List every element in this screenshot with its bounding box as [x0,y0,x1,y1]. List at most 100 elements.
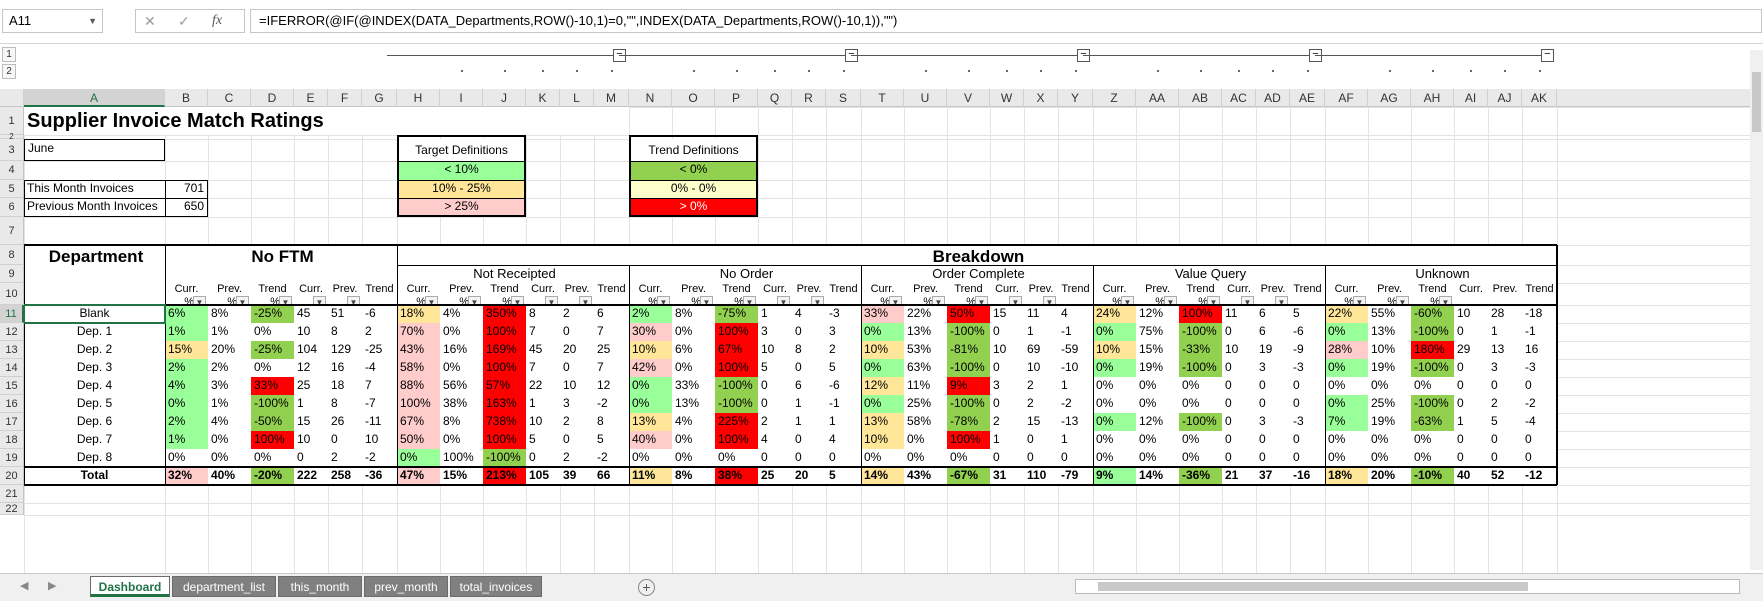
tab-department-list[interactable]: department_list [172,576,276,597]
data-cell: 100% [483,431,526,449]
column-header-s[interactable]: S [826,89,861,107]
subheader-label: Trend [1293,283,1322,295]
data-cell: 15% [165,341,208,359]
row-header-11[interactable]: 11 [0,305,24,323]
column-header-f[interactable]: F [328,89,362,107]
column-header-w[interactable]: W [990,89,1024,107]
column-header-x[interactable]: X [1024,89,1058,107]
row-header-12[interactable]: 12 [0,323,24,341]
subheader-cell: Prev.% ▼ [1368,283,1411,309]
name-box[interactable]: A11 ▼ [2,9,103,33]
horizontal-scroll-thumb[interactable] [1098,582,1528,591]
column-header-o[interactable]: O [672,89,715,107]
tab-prev-month[interactable]: prev_month [364,576,448,597]
group-header-value-query: Value Query [1174,266,1247,281]
row-header-17[interactable]: 17 [0,413,24,431]
row-header-13[interactable]: 13 [0,341,24,359]
column-header-ad[interactable]: AD [1256,89,1290,107]
row-header-7[interactable]: 7 [0,217,24,245]
row-header-5[interactable]: 5 [0,180,24,198]
cancel-icon[interactable]: ✕ [144,13,156,29]
outline-level-1-button[interactable]: 1 [2,47,16,62]
column-header-af[interactable]: AF [1325,89,1368,107]
column-header-u[interactable]: U [904,89,947,107]
data-cell: 0% [861,449,904,467]
column-header-q[interactable]: Q [758,89,792,107]
column-header-m[interactable]: M [594,89,629,107]
column-header-g[interactable]: G [362,89,397,107]
row-header-21[interactable]: 21 [0,485,24,503]
column-header-c[interactable]: C [208,89,251,107]
vertical-scroll-thumb[interactable] [1752,72,1761,132]
row-header-2[interactable]: 2 [0,133,24,141]
column-header-i[interactable]: I [440,89,483,107]
subheader-unit: % [1430,296,1440,308]
column-header-ac[interactable]: AC [1222,89,1256,107]
column-header-ak[interactable]: AK [1522,89,1557,107]
column-header-j[interactable]: J [483,89,526,107]
tab-total-invoices[interactable]: total_invoices [450,576,542,597]
row-header-22[interactable]: 22 [0,503,24,515]
column-header-ab[interactable]: AB [1179,89,1222,107]
column-header-h[interactable]: H [397,89,440,107]
add-sheet-icon[interactable]: + [638,579,655,596]
column-header-a[interactable]: A [24,89,165,107]
column-header-ai[interactable]: AI [1454,89,1488,107]
data-cell: 169% [483,341,526,359]
row-header-19[interactable]: 19 [0,449,24,467]
column-header-l[interactable]: L [560,89,594,107]
row-header-1[interactable]: 1 [0,107,24,135]
column-header-t[interactable]: T [861,89,904,107]
insert-function-icon[interactable]: fx [212,13,223,28]
data-cell: 32% [165,467,208,485]
row-header-8[interactable]: 8 [0,245,24,265]
column-header-ae[interactable]: AE [1290,89,1325,107]
outline-level-2-button[interactable]: 2 [2,64,16,79]
column-header-p[interactable]: P [715,89,758,107]
column-header-n[interactable]: N [629,89,672,107]
data-cell: 8 [792,341,826,359]
row-header-9[interactable]: 9 [0,265,24,283]
column-header-k[interactable]: K [526,89,560,107]
column-header-r[interactable]: R [792,89,826,107]
outline-collapse-button[interactable]: − [1541,49,1554,62]
row-header-10[interactable]: 10 [0,283,24,305]
column-header-y[interactable]: Y [1058,89,1093,107]
column-header-aa[interactable]: AA [1136,89,1179,107]
name-box-dropdown-icon[interactable]: ▼ [88,16,97,26]
row-header-14[interactable]: 14 [0,359,24,377]
tab-scroll-left-icon[interactable]: ◀ [20,580,29,592]
subheader-cell: Curr. ▼ [1222,283,1256,309]
formula-input[interactable]: =IFERROR(@IF(@INDEX(DATA_Departments,ROW… [250,9,1762,33]
data-cell: 0 [1222,449,1256,467]
row-header-18[interactable]: 18 [0,431,24,449]
column-header-ag[interactable]: AG [1368,89,1411,107]
row-header-4[interactable]: 4 [0,161,24,180]
column-header-v[interactable]: V [947,89,990,107]
enter-icon[interactable]: ✓ [178,13,190,29]
tab-scroll-right-icon[interactable]: ▶ [48,580,57,592]
tab-this-month[interactable]: this_month [278,576,362,597]
column-header-d[interactable]: D [251,89,294,107]
data-cell: -100% [1411,359,1454,377]
tab-dashboard[interactable]: Dashboard [90,576,170,597]
column-header-z[interactable]: Z [1093,89,1136,107]
row-header-15[interactable]: 15 [0,377,24,395]
row-header-16[interactable]: 16 [0,395,24,413]
row-header-3[interactable]: 3 [0,139,24,161]
vertical-scrollbar[interactable] [1750,50,1763,570]
column-header-e[interactable]: E [294,89,328,107]
worksheet-grid[interactable]: Supplier Invoice Match Ratings June This M… [24,107,1763,573]
group-divider [1325,265,1326,485]
no-ftm-header: No FTM [251,247,314,265]
column-header-b[interactable]: B [165,89,208,107]
data-cell: 13% [904,323,947,341]
horizontal-scrollbar[interactable] [1075,579,1740,594]
row-header-20[interactable]: 20 [0,467,24,485]
subheader-label: Trend [1418,283,1447,295]
column-header-aj[interactable]: AJ [1488,89,1522,107]
data-cell: 100% [483,359,526,377]
select-all-corner[interactable] [0,89,24,107]
column-header-ah[interactable]: AH [1411,89,1454,107]
row-header-6[interactable]: 6 [0,198,24,217]
